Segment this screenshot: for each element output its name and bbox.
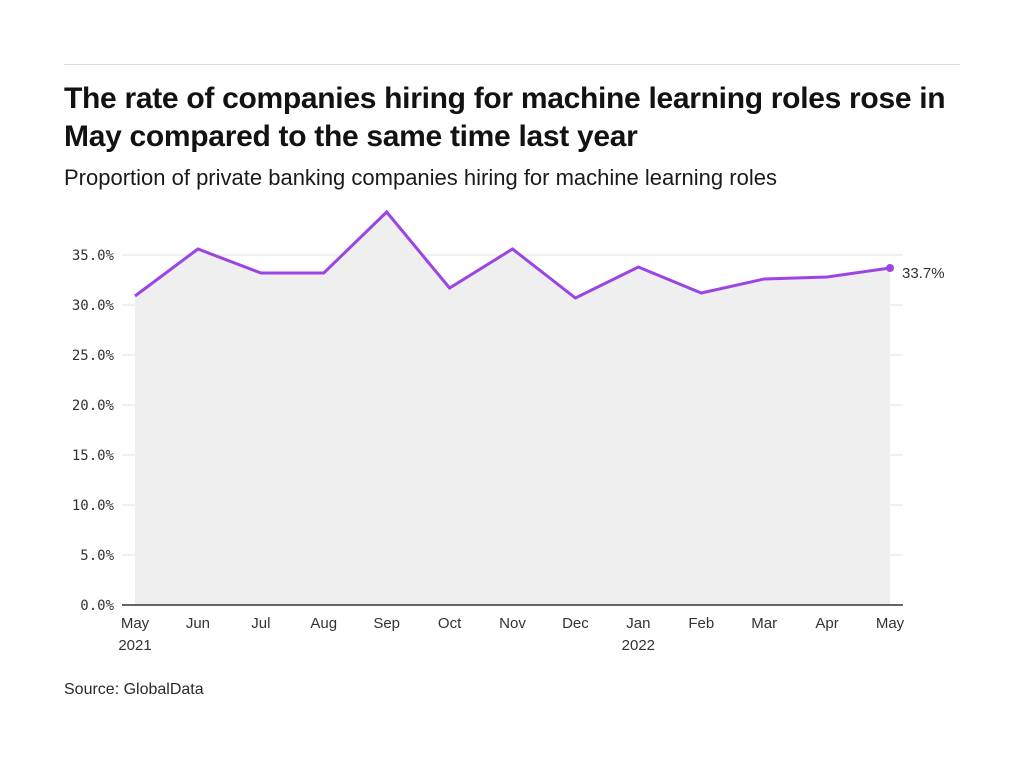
series-points xyxy=(886,264,894,272)
x-tick-label: Nov xyxy=(499,615,526,632)
y-tick-label: 10.0% xyxy=(72,498,115,514)
x-tick-label: Mar xyxy=(751,615,777,632)
source-note: Source: GlobalData xyxy=(64,681,204,698)
x-tick-year-label: 2021 xyxy=(118,637,151,654)
y-tick-label: 5.0% xyxy=(80,548,114,564)
y-tick-label: 35.0% xyxy=(72,248,115,264)
x-tick-label: Jan xyxy=(626,615,650,632)
end-value-label: 33.7% xyxy=(902,265,945,282)
y-tick-label: 30.0% xyxy=(72,298,115,314)
series-line xyxy=(134,209,891,300)
top-divider xyxy=(64,64,960,65)
x-axis-ticks: May 2021 Jun Jul Aug Sep Oct Nov Dec Jan 2022 Feb Ma… xyxy=(118,615,904,654)
y-tick-label: 0.0% xyxy=(80,598,114,614)
x-tick-label: Apr xyxy=(815,615,838,632)
y-tick-label: 20.0% xyxy=(72,398,115,414)
area-fill xyxy=(135,212,890,605)
x-tick-label: May xyxy=(121,615,150,632)
x-tick-label: Aug xyxy=(310,615,337,632)
x-tick-label: Feb xyxy=(688,615,714,632)
x-tick-label: Sep xyxy=(373,615,400,632)
y-tick-label: 25.0% xyxy=(72,348,115,364)
x-tick-label: Jul xyxy=(251,615,270,632)
x-tick-label: Dec xyxy=(562,615,589,632)
y-tick-label: 15.0% xyxy=(72,448,115,464)
x-tick-label: Oct xyxy=(438,615,462,632)
chart-title: The rate of companies hiring for machine… xyxy=(64,82,946,153)
data-point xyxy=(886,264,894,272)
x-tick-year-label: 2022 xyxy=(622,637,655,654)
x-tick-label: May xyxy=(876,615,905,632)
y-axis-ticks: 0.0% 5.0% 10.0% 15.0% 20.0% 25.0% 30.0% 35.0% xyxy=(72,248,115,614)
chart-subtitle: Proportion of private banking companies … xyxy=(64,165,777,190)
x-tick-label: Jun xyxy=(186,615,210,632)
